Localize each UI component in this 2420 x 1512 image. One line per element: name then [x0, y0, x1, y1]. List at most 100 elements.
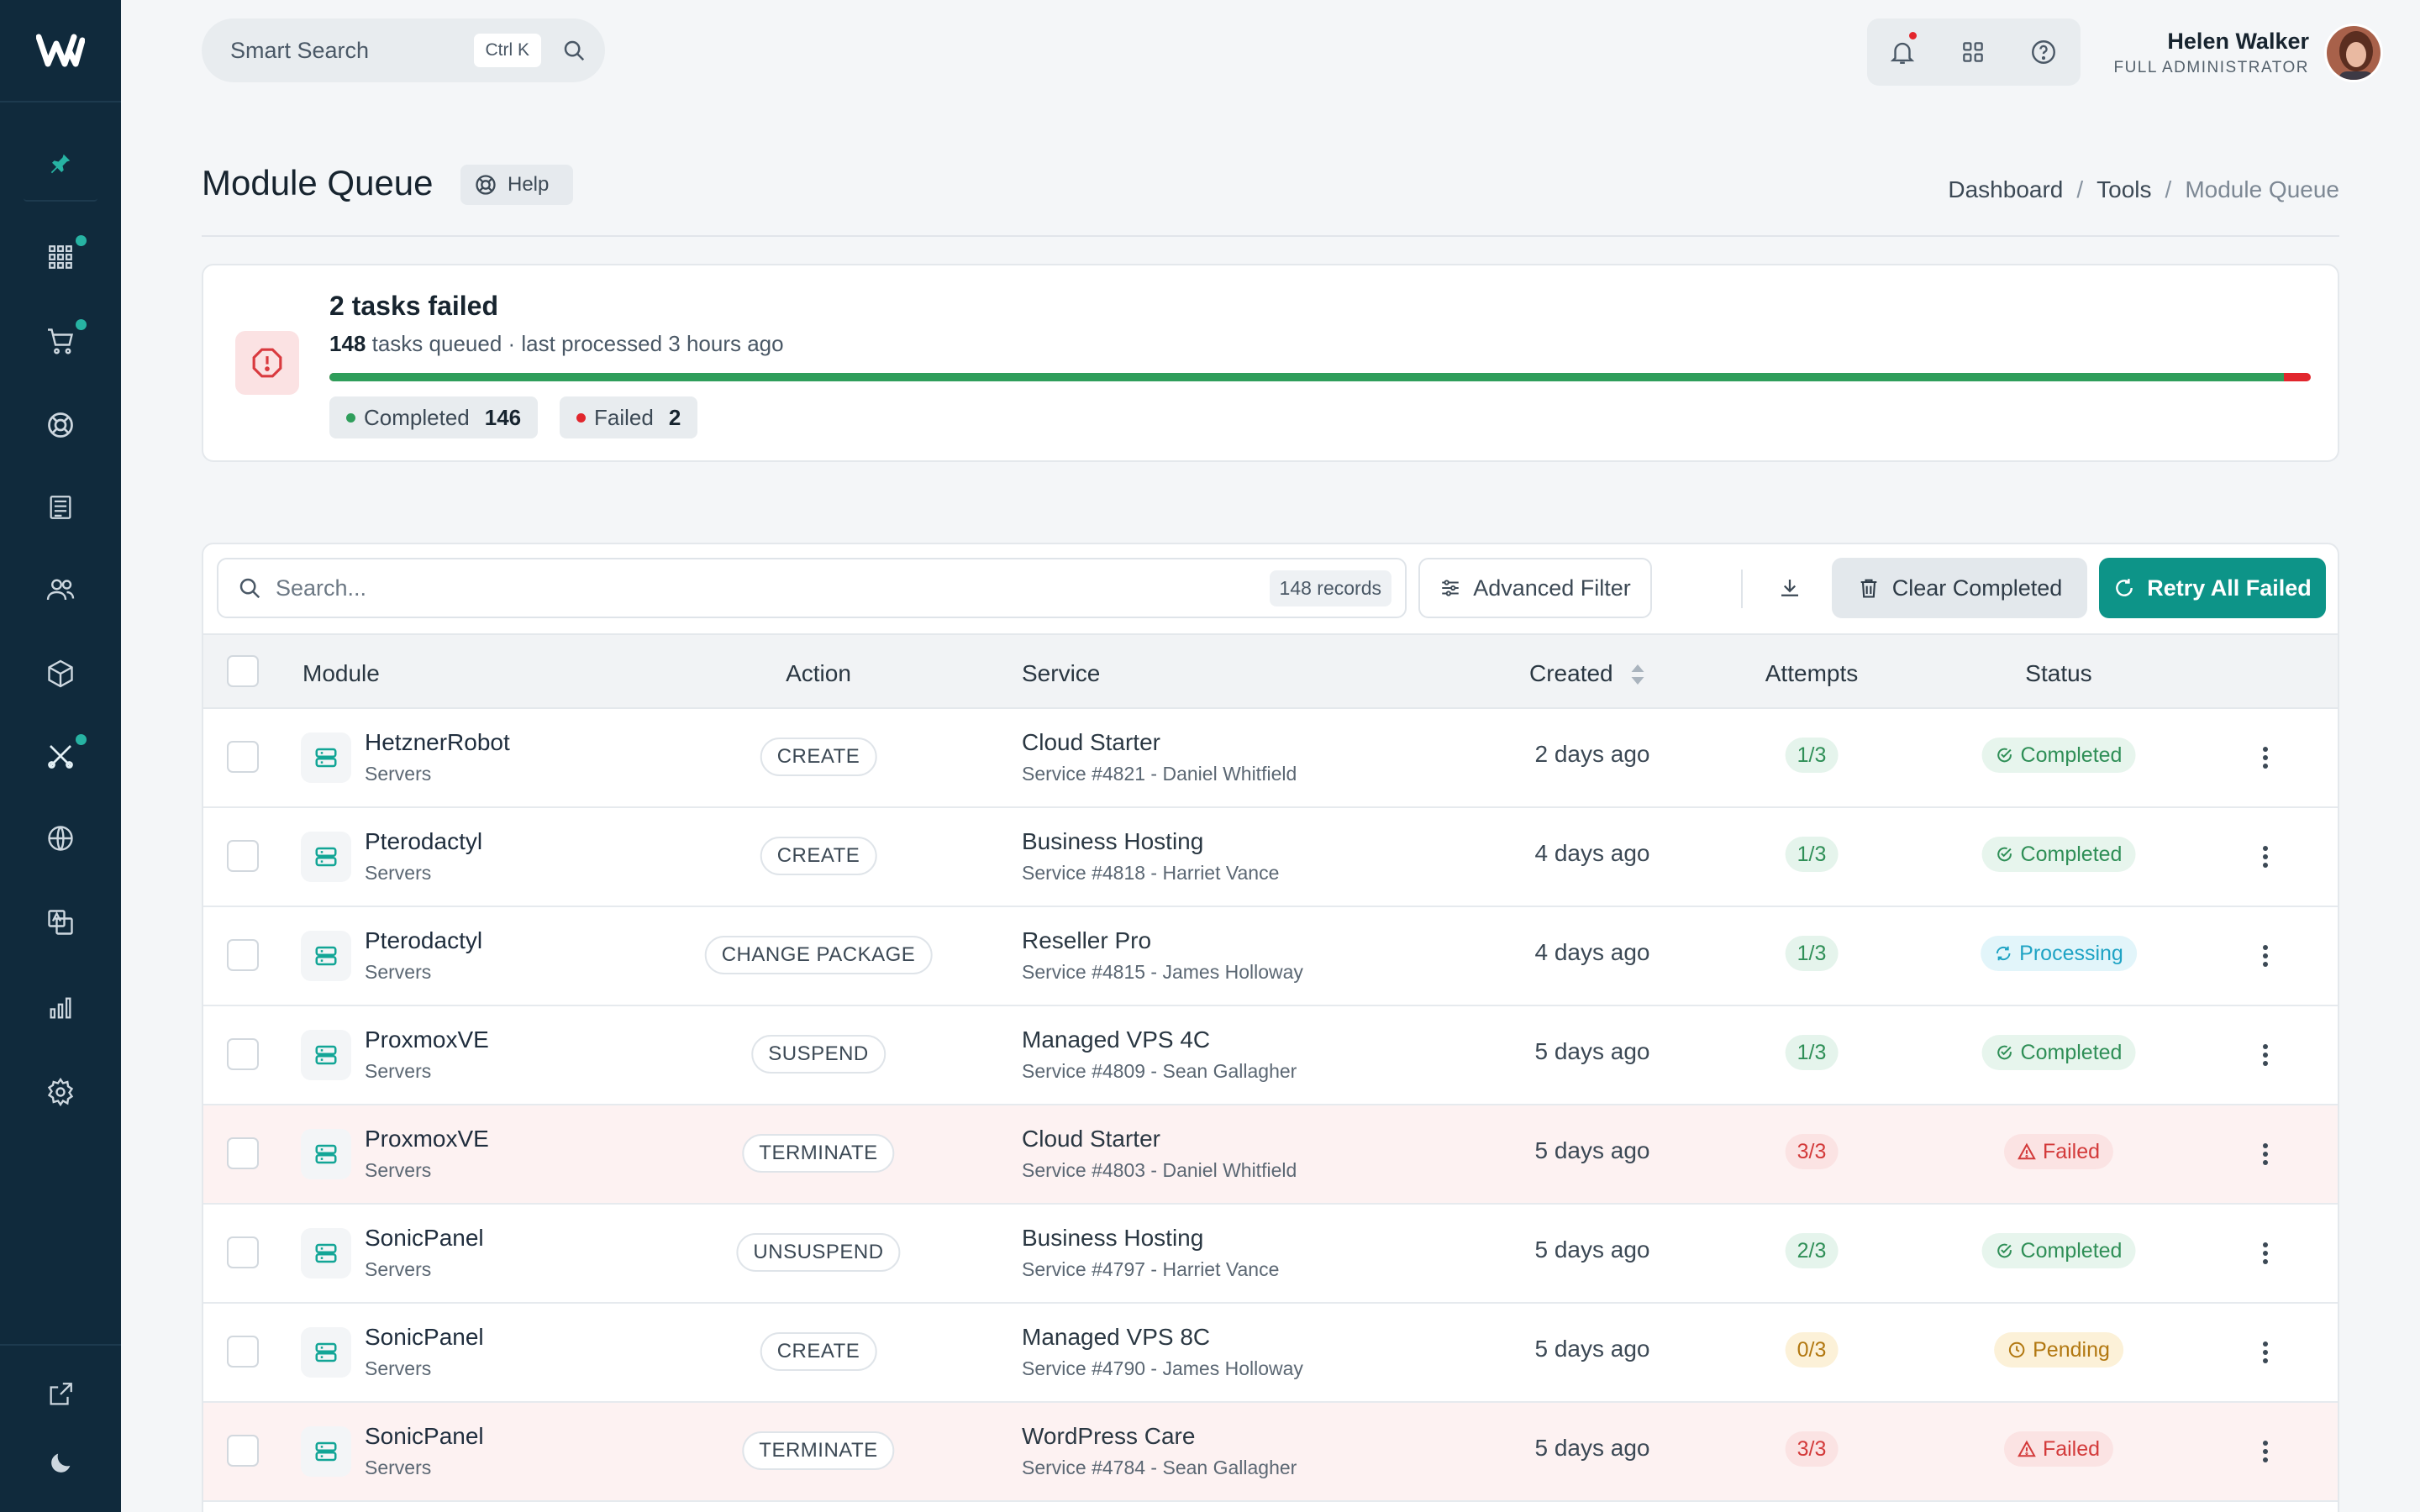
- advanced-filter-button[interactable]: Advanced Filter: [1418, 558, 1652, 618]
- sidebar-item-external[interactable]: [0, 1368, 121, 1421]
- attempts-badge: 3/3: [1785, 1134, 1839, 1169]
- export-button[interactable]: [1766, 558, 1813, 618]
- notifications-button[interactable]: [1886, 30, 1919, 69]
- column-status[interactable]: Status: [2025, 660, 2092, 686]
- help-button[interactable]: Help: [460, 165, 573, 205]
- help-center-button[interactable]: [2027, 35, 2060, 69]
- sidebar-item-settings[interactable]: [0, 1065, 121, 1119]
- warning-icon: [2018, 1440, 2036, 1457]
- more-vertical-icon: [2263, 747, 2268, 769]
- module-name[interactable]: HetznerRobot: [365, 729, 510, 755]
- sidebar-item-apps[interactable]: [0, 230, 121, 284]
- table-row[interactable]: ProxmoxVE Servers TERMINATE Cloud Starter Se…: [203, 1105, 2338, 1205]
- search-icon[interactable]: [561, 38, 587, 63]
- server-icon: [315, 1441, 337, 1462]
- service-name[interactable]: Cloud Starter: [1022, 1126, 1160, 1152]
- sidebar-item-tools[interactable]: [0, 729, 121, 783]
- row-checkbox[interactable]: [227, 1236, 259, 1268]
- service-name[interactable]: Cloud Starter: [1022, 729, 1160, 755]
- sidebar-item-reports[interactable]: [0, 981, 121, 1035]
- row-actions-button[interactable]: [2250, 1236, 2281, 1270]
- avatar[interactable]: [2324, 24, 2383, 82]
- user-name[interactable]: Helen Walker: [2167, 29, 2309, 54]
- select-all-checkbox[interactable]: [227, 655, 259, 687]
- advanced-filter-label: Advanced Filter: [1473, 575, 1631, 601]
- completed-chip[interactable]: Completed 146: [329, 396, 539, 438]
- sidebar-item-orders[interactable]: [0, 314, 121, 368]
- column-action[interactable]: Action: [786, 660, 851, 686]
- failed-chip[interactable]: Failed 2: [560, 396, 698, 438]
- row-actions-button[interactable]: [2250, 840, 2281, 874]
- page-title: Module Queue: [202, 163, 434, 202]
- module-name[interactable]: ProxmoxVE: [365, 1026, 489, 1053]
- created-date: 4 days ago: [1534, 939, 1650, 965]
- module-name[interactable]: Pterodactyl: [365, 927, 483, 953]
- service-name[interactable]: Managed VPS 8C: [1022, 1324, 1211, 1350]
- clear-completed-button[interactable]: Clear Completed: [1832, 558, 2087, 618]
- notification-dot: [1907, 30, 1918, 41]
- user-role: FULL ADMINISTRATOR: [2113, 59, 2309, 76]
- module-name[interactable]: SonicPanel: [365, 1324, 484, 1350]
- table-row[interactable]: SonicPanel Servers CREATE Managed VPS 8C Ser…: [203, 1304, 2338, 1403]
- row-checkbox[interactable]: [227, 1435, 259, 1467]
- server-icon: [315, 1342, 337, 1362]
- sort-icon[interactable]: [1630, 662, 1645, 687]
- service-name[interactable]: Managed VPS 4C: [1022, 1026, 1211, 1053]
- column-module[interactable]: Module: [302, 660, 380, 686]
- row-checkbox[interactable]: [227, 939, 259, 971]
- sidebar-item-billing[interactable]: [0, 480, 121, 534]
- column-created[interactable]: Created: [1529, 660, 1613, 686]
- breadcrumb-tools[interactable]: Tools: [2096, 176, 2152, 202]
- sidebar-item-support[interactable]: [0, 398, 121, 452]
- row-checkbox[interactable]: [227, 1336, 259, 1368]
- module-name[interactable]: SonicPanel: [365, 1423, 484, 1449]
- service-name[interactable]: Reseller Pro: [1022, 927, 1152, 953]
- sidebar-item-products[interactable]: [0, 647, 121, 701]
- theme-toggle[interactable]: [0, 1436, 121, 1490]
- row-actions-button[interactable]: [2250, 1038, 2281, 1072]
- row-actions-button[interactable]: [2250, 741, 2281, 774]
- server-icon: [315, 847, 337, 867]
- breadcrumb-dashboard[interactable]: Dashboard: [1948, 176, 2064, 202]
- table-row[interactable]: HetznerRobot Servers CREATE Cloud Starter Se…: [203, 709, 2338, 808]
- table-row[interactable]: SonicPanel Servers UNSUSPEND Business Hosti…: [203, 1205, 2338, 1304]
- sidebar-item-translations[interactable]: [0, 895, 121, 949]
- table-row[interactable]: ProxmoxVE Servers SUSPEND Managed VPS 4C Ser…: [203, 1006, 2338, 1105]
- retry-all-failed-button[interactable]: Retry All Failed: [2099, 558, 2326, 618]
- table-row[interactable]: Pterodactyl Servers CREATE Business Hosting…: [203, 808, 2338, 907]
- table-row[interactable]: Pterodactyl Servers CHANGE PACKAGE Reseller…: [203, 907, 2338, 1006]
- module-badge: [301, 931, 351, 981]
- module-type: Servers: [365, 862, 432, 884]
- row-actions-button[interactable]: [2250, 1435, 2281, 1468]
- row-checkbox[interactable]: [227, 840, 259, 872]
- column-attempts[interactable]: Attempts: [1765, 660, 1859, 686]
- action-badge: CREATE: [760, 1332, 877, 1371]
- status-label: Completed: [2020, 842, 2123, 866]
- module-name[interactable]: Pterodactyl: [365, 828, 483, 854]
- service-name[interactable]: Business Hosting: [1022, 828, 1204, 854]
- avatar-image: [2327, 26, 2381, 80]
- module-name[interactable]: ProxmoxVE: [365, 1126, 489, 1152]
- smart-search[interactable]: Smart Search Ctrl K: [202, 18, 605, 82]
- sidebar-item-clients[interactable]: [0, 563, 121, 617]
- download-icon: [1781, 580, 1798, 596]
- table-row[interactable]: SonicPanel Servers TERMINATE WordPress Care…: [203, 1403, 2338, 1502]
- row-actions-button[interactable]: [2250, 1336, 2281, 1369]
- pin-button[interactable]: [24, 128, 97, 202]
- logo[interactable]: [0, 0, 121, 102]
- service-name[interactable]: WordPress Care: [1022, 1423, 1196, 1449]
- apps-button[interactable]: [1956, 35, 1990, 69]
- row-checkbox[interactable]: [227, 741, 259, 773]
- column-service[interactable]: Service: [1022, 660, 1101, 686]
- row-checkbox[interactable]: [227, 1038, 259, 1070]
- table-search-input[interactable]: Search... 148 records: [217, 558, 1407, 618]
- service-name[interactable]: Business Hosting: [1022, 1225, 1204, 1251]
- sidebar-item-domains[interactable]: [0, 811, 121, 865]
- row-actions-button[interactable]: [2250, 939, 2281, 973]
- row-checkbox[interactable]: [227, 1137, 259, 1169]
- alert-badge: [235, 331, 299, 395]
- notification-dot: [76, 235, 87, 246]
- module-name[interactable]: SonicPanel: [365, 1225, 484, 1251]
- service-detail: Service #4790 - James Holloway: [1022, 1357, 1303, 1379]
- row-actions-button[interactable]: [2250, 1137, 2281, 1171]
